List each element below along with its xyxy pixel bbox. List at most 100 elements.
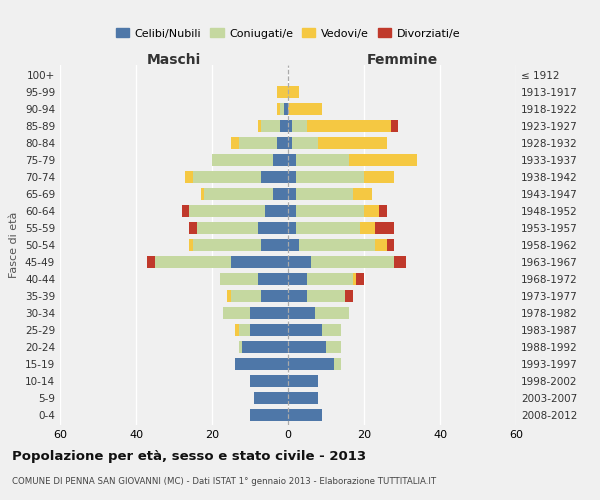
- Bar: [273, 154, 288, 166]
- Bar: [280, 103, 284, 116]
- Bar: [284, 103, 288, 116]
- Bar: [345, 290, 353, 302]
- Bar: [299, 239, 376, 251]
- Bar: [296, 171, 364, 183]
- Bar: [273, 188, 288, 200]
- Bar: [288, 290, 307, 302]
- Bar: [353, 273, 356, 285]
- Bar: [288, 137, 292, 149]
- Bar: [235, 358, 288, 370]
- Bar: [254, 392, 288, 404]
- Bar: [231, 290, 262, 302]
- Bar: [205, 188, 273, 200]
- Bar: [231, 256, 288, 268]
- Bar: [193, 171, 262, 183]
- Bar: [288, 408, 322, 421]
- Bar: [364, 171, 394, 183]
- Bar: [185, 171, 193, 183]
- Bar: [189, 239, 193, 251]
- Text: Popolazione per età, sesso e stato civile - 2013: Popolazione per età, sesso e stato civil…: [12, 450, 366, 463]
- Bar: [257, 273, 288, 285]
- Bar: [326, 341, 341, 353]
- Bar: [242, 341, 288, 353]
- Bar: [200, 188, 205, 200]
- Bar: [349, 154, 417, 166]
- Bar: [262, 239, 288, 251]
- Bar: [288, 307, 314, 319]
- Bar: [257, 222, 288, 234]
- Bar: [239, 324, 250, 336]
- Bar: [296, 154, 349, 166]
- Bar: [288, 188, 296, 200]
- Bar: [379, 205, 387, 217]
- Bar: [307, 290, 345, 302]
- Bar: [288, 273, 307, 285]
- Bar: [307, 120, 391, 132]
- Bar: [257, 120, 262, 132]
- Bar: [262, 290, 288, 302]
- Bar: [296, 205, 364, 217]
- Bar: [277, 86, 288, 99]
- Bar: [277, 137, 288, 149]
- Bar: [387, 239, 394, 251]
- Bar: [250, 408, 288, 421]
- Bar: [307, 273, 353, 285]
- Bar: [391, 120, 398, 132]
- Text: Maschi: Maschi: [147, 52, 201, 66]
- Text: Femmine: Femmine: [367, 52, 437, 66]
- Y-axis label: Anni di nascita: Anni di nascita: [597, 204, 600, 286]
- Legend: Celibi/Nubili, Coniugati/e, Vedovi/e, Divorziati/e: Celibi/Nubili, Coniugati/e, Vedovi/e, Di…: [112, 24, 464, 43]
- Bar: [197, 222, 257, 234]
- Bar: [288, 341, 326, 353]
- Bar: [356, 273, 364, 285]
- Y-axis label: Fasce di età: Fasce di età: [10, 212, 19, 278]
- Text: COMUNE DI PENNA SAN GIOVANNI (MC) - Dati ISTAT 1° gennaio 2013 - Elaborazione TU: COMUNE DI PENNA SAN GIOVANNI (MC) - Dati…: [12, 478, 436, 486]
- Bar: [239, 137, 277, 149]
- Bar: [250, 374, 288, 387]
- Bar: [189, 205, 265, 217]
- Bar: [227, 290, 231, 302]
- Bar: [322, 324, 341, 336]
- Bar: [360, 222, 376, 234]
- Bar: [292, 137, 319, 149]
- Bar: [288, 103, 322, 116]
- Bar: [265, 205, 288, 217]
- Bar: [262, 120, 280, 132]
- Bar: [288, 222, 296, 234]
- Bar: [288, 120, 292, 132]
- Bar: [231, 137, 239, 149]
- Bar: [376, 239, 387, 251]
- Bar: [193, 239, 262, 251]
- Bar: [250, 324, 288, 336]
- Bar: [235, 324, 239, 336]
- Bar: [296, 222, 360, 234]
- Bar: [334, 358, 341, 370]
- Bar: [311, 256, 394, 268]
- Bar: [182, 205, 189, 217]
- Bar: [155, 256, 231, 268]
- Bar: [212, 154, 273, 166]
- Bar: [314, 307, 349, 319]
- Bar: [364, 205, 379, 217]
- Bar: [239, 341, 242, 353]
- Bar: [288, 86, 299, 99]
- Bar: [394, 256, 406, 268]
- Bar: [376, 222, 394, 234]
- Bar: [148, 256, 155, 268]
- Bar: [288, 171, 296, 183]
- Bar: [262, 171, 288, 183]
- Bar: [220, 273, 257, 285]
- Bar: [288, 374, 319, 387]
- Bar: [288, 324, 322, 336]
- Bar: [223, 307, 250, 319]
- Bar: [288, 256, 311, 268]
- Bar: [288, 154, 296, 166]
- Bar: [189, 222, 197, 234]
- Bar: [250, 307, 288, 319]
- Bar: [292, 120, 307, 132]
- Bar: [353, 188, 371, 200]
- Bar: [288, 205, 296, 217]
- Bar: [288, 392, 319, 404]
- Bar: [319, 137, 387, 149]
- Bar: [296, 188, 353, 200]
